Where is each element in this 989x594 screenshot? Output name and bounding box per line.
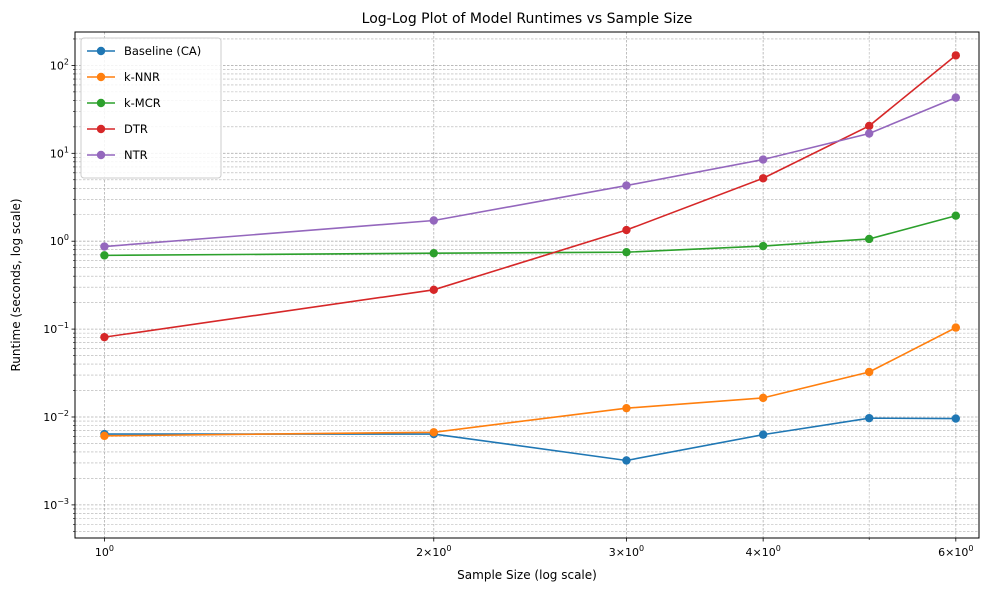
data-point <box>951 323 961 332</box>
data-point <box>951 93 961 102</box>
data-point <box>864 367 874 377</box>
legend-swatch-marker <box>96 124 106 134</box>
data-point <box>864 121 874 131</box>
data-point <box>951 414 961 423</box>
data-point <box>100 242 109 251</box>
legend-swatch-marker <box>96 46 106 56</box>
data-point <box>429 285 438 294</box>
legend-label: k-NNR <box>124 70 160 84</box>
y-tick-label: 101 <box>50 145 69 160</box>
x-axis-label: Sample Size (log scale) <box>457 568 597 582</box>
data-point <box>864 413 874 423</box>
data-point <box>758 155 768 164</box>
y-tick-label: 10−2 <box>43 409 69 424</box>
data-point <box>100 251 109 260</box>
legend-label: DTR <box>124 122 148 136</box>
data-point <box>622 403 631 413</box>
x-tick-label: 2×100 <box>416 544 451 559</box>
legend-swatch-marker <box>96 150 106 160</box>
data-point <box>429 428 438 437</box>
y-tick-label: 10−1 <box>43 321 69 336</box>
data-point <box>100 431 109 441</box>
data-point <box>758 174 768 183</box>
data-point <box>758 241 768 251</box>
y-axis: 10−3 10−2 10−1 100 101 102 <box>43 38 75 532</box>
data-point <box>429 249 438 258</box>
legend-label: Baseline (CA) <box>124 44 201 58</box>
data-point <box>622 181 631 190</box>
data-point <box>758 393 768 403</box>
x-tick-label: 4×100 <box>745 544 780 559</box>
data-point <box>864 129 874 138</box>
x-tick-label: 3×100 <box>609 544 644 559</box>
grid <box>75 32 979 538</box>
data-point <box>622 456 631 465</box>
series-line <box>104 326 957 437</box>
legend-swatch-marker <box>96 72 106 82</box>
plot-frame <box>74 31 980 539</box>
series-line <box>104 54 957 338</box>
legend-label: NTR <box>124 148 148 162</box>
data-point <box>622 247 631 257</box>
series-line <box>104 96 957 248</box>
legend: Baseline (CA) k-NNR k-MCR DTR NTR <box>80 37 222 179</box>
series-group <box>100 51 961 465</box>
data-point <box>758 430 768 439</box>
x-tick-label: 100 <box>95 544 114 559</box>
x-axis: 100 2×100 3×100 4×100 6×100 <box>95 538 973 559</box>
x-tick-label: 6×100 <box>938 544 973 559</box>
data-point <box>429 216 438 225</box>
y-tick-label: 10−3 <box>43 497 69 512</box>
data-point <box>100 332 109 342</box>
y-axis-label: Runtime (seconds, log scale) <box>9 198 23 371</box>
data-point <box>951 211 961 220</box>
series-line <box>104 214 957 257</box>
data-point <box>864 234 874 244</box>
legend-box <box>80 37 222 179</box>
y-tick-label: 100 <box>50 233 69 248</box>
data-point <box>622 225 631 235</box>
chart-title: Log-Log Plot of Model Runtimes vs Sample… <box>362 11 693 27</box>
series-line <box>104 417 956 462</box>
legend-label: k-MCR <box>124 96 161 110</box>
legend-swatch-marker <box>96 98 106 108</box>
data-point <box>951 51 961 60</box>
y-tick-label: 102 <box>50 57 69 72</box>
